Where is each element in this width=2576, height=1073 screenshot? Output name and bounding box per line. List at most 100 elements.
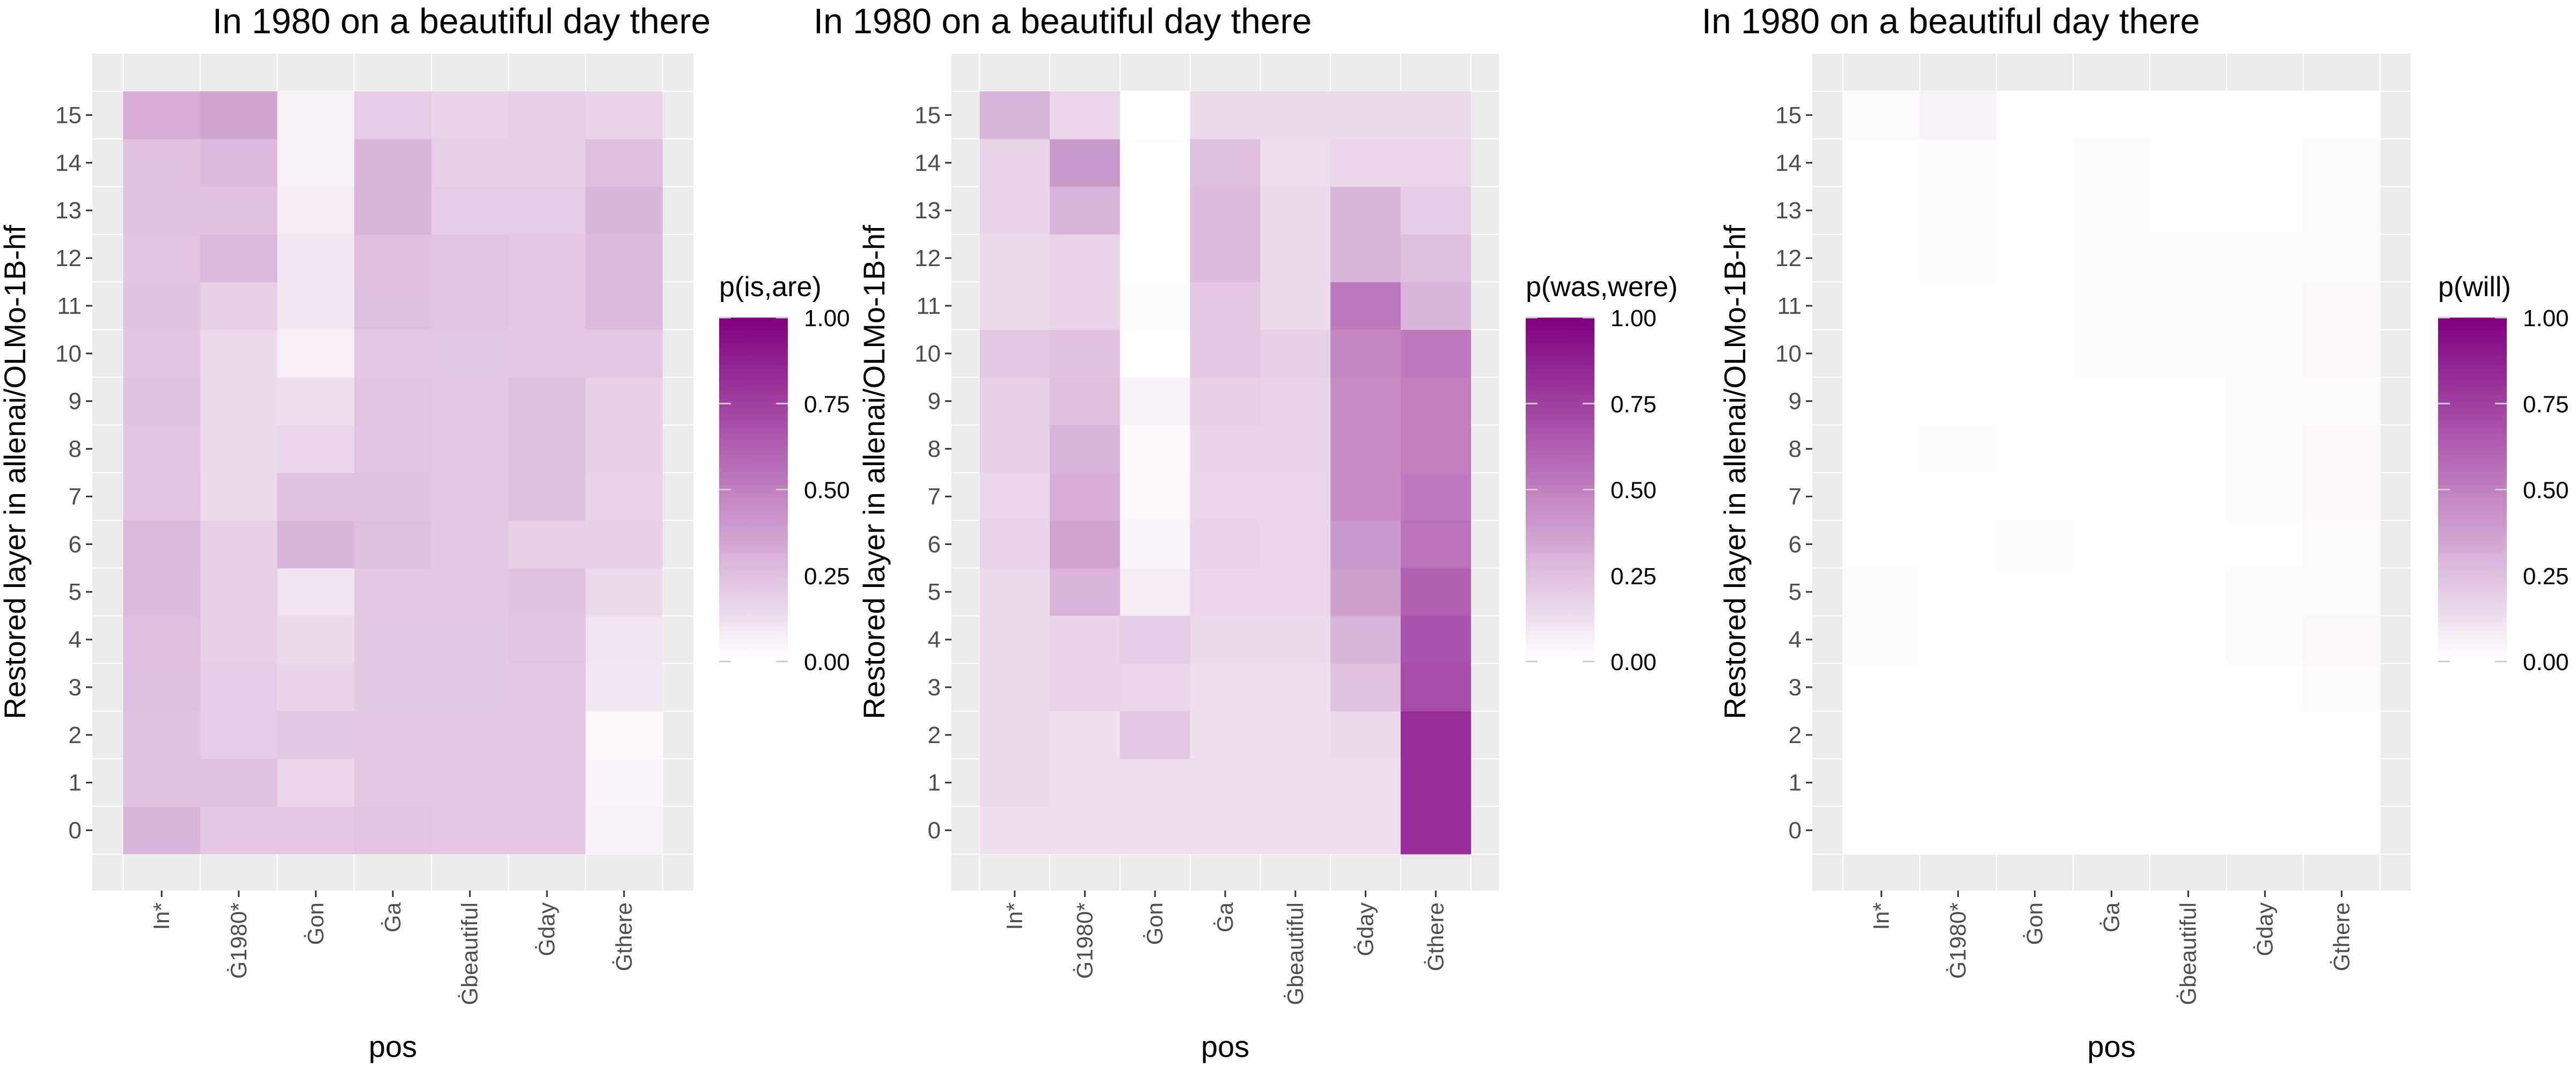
heatmap-cell [1920,329,1997,378]
x-tick-label: Ġa [1212,902,1238,932]
heatmap-cell [1260,568,1331,616]
heatmap-cell [200,806,278,855]
heatmap-cell [979,234,1050,282]
heatmap-cell [1400,329,1472,378]
heatmap-cell [508,186,586,235]
y-tick-label: 0 [69,818,82,844]
heatmap-cell [2073,806,2150,855]
heatmap-cell [354,186,432,235]
y-tick-label: 6 [69,531,82,557]
heatmap-cell [1996,473,2074,521]
heatmap-cell [2073,568,2150,616]
heatmap-cell [1190,520,1261,569]
heatmap-cell [2149,615,2227,664]
heatmap-cell [979,568,1050,616]
heatmap-cell [2303,520,2381,569]
heatmap-cell [1190,711,1261,759]
heatmap-cell [2073,282,2150,330]
heatmap-cell [1190,138,1261,187]
heatmap-cell [2303,91,2381,139]
heatmap-cell [508,663,586,711]
heatmap-cell [1920,282,1997,330]
x-tick-label: Ġa [2099,902,2124,932]
heatmap-cell [2149,329,2227,378]
heatmap-cell [1050,568,1121,616]
heatmap-cell [979,759,1050,807]
heatmap-cell [2073,234,2150,282]
y-tick-label: 10 [1775,341,1802,367]
heatmap-cell [1260,663,1331,711]
heatmap-cell [277,806,355,855]
heatmap-cell [431,806,509,855]
y-tick-label: 4 [69,627,82,653]
heatmap-cell [1996,806,2074,855]
heatmap-cell [2226,425,2304,473]
heatmap-cell [354,473,432,521]
y-tick-label: 11 [1777,293,1802,319]
heatmap-cell [2073,186,2150,235]
heatmap-cell [2073,425,2150,473]
legend-tick-label: 0.50 [1611,477,1657,504]
legend-tick-label: 1.00 [2523,305,2569,332]
heatmap-cell [1050,186,1121,235]
heatmap-cell [200,473,278,521]
heatmap-cell [200,138,278,187]
heatmap-cell [979,520,1050,569]
heatmap-cell [1400,520,1472,569]
heatmap-cell [2303,711,2381,759]
heatmap-cell [200,759,278,807]
heatmap-cell [1920,663,1997,711]
heatmap-cell [1843,425,1920,473]
y-tick-label: 13 [55,197,82,224]
heatmap-cell [2073,473,2150,521]
y-tick-label: 6 [1789,531,1802,557]
heatmap-cell [1119,91,1191,139]
x-tick-label: Ġ1980* [1945,902,1971,979]
heatmap-cell [1920,186,1997,235]
y-tick-label: 3 [69,674,82,701]
heatmap-cell [431,329,509,378]
heatmap-cell [123,663,201,711]
heatmap-tiles [979,91,1472,855]
heatmap-cell [1843,91,1920,139]
heatmap-cell [508,138,586,187]
heatmap-cell [1119,186,1191,235]
heatmap-cell [277,91,355,139]
heatmap-cell [585,806,663,855]
heatmap-cell [2226,711,2304,759]
heatmap-cell [979,282,1050,330]
heatmap-cell [585,615,663,664]
heatmap-cell [508,377,586,425]
legend-tick-label: 0.00 [1611,649,1657,675]
heatmap-cell [1260,234,1331,282]
heatmap-cell [2226,615,2304,664]
heatmap-cell [1400,377,1472,425]
heatmap-cell [1119,663,1191,711]
heatmap-cell [200,91,278,139]
y-tick-label: 9 [69,388,82,415]
heatmap-cell [123,329,201,378]
heatmap-cell [1119,377,1191,425]
heatmap-cell [979,806,1050,855]
heatmap-cell [431,138,509,187]
heatmap-cell [1190,806,1261,855]
y-tick-label: 4 [928,627,941,653]
heatmap-cell [200,425,278,473]
heatmap-cell [585,520,663,569]
heatmap-cell [200,282,278,330]
heatmap-cell [277,473,355,521]
y-tick-label: 2 [928,722,941,748]
heatmap-cell [1843,615,1920,664]
y-tick-label: 7 [69,483,82,510]
heatmap-cell [277,520,355,569]
heatmap-cell [2149,520,2227,569]
heatmap-cell [431,425,509,473]
heatmap-cell [585,138,663,187]
heatmap-cell [1400,425,1472,473]
heatmap-tiles [123,91,663,855]
y-tick-label: 14 [1775,150,1802,176]
heatmap-cell [2149,759,2227,807]
